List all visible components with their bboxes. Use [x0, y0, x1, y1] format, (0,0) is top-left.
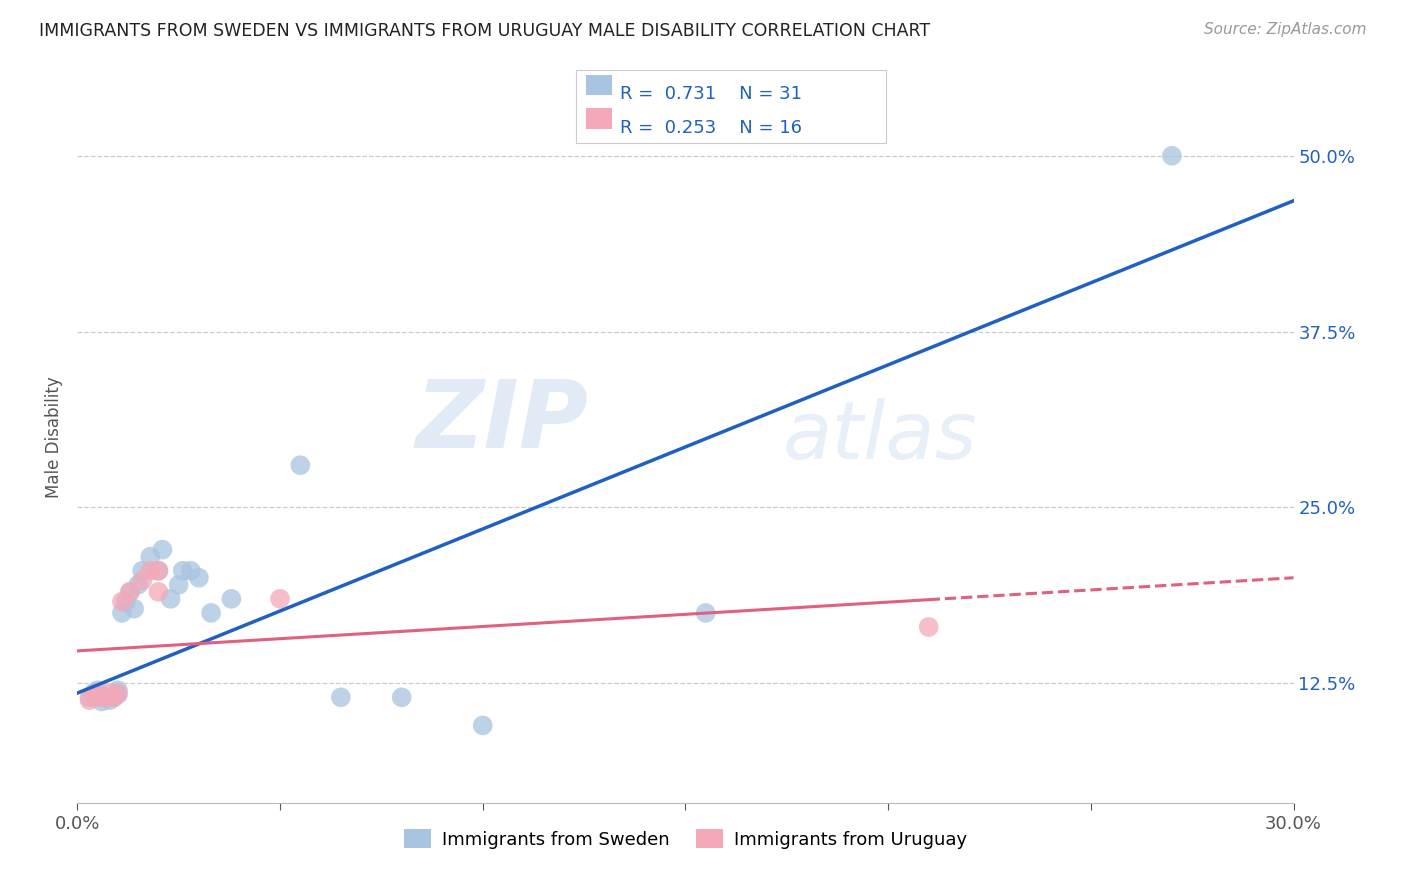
Point: [269, 591, 291, 606]
Text: R =  0.253    N = 16: R = 0.253 N = 16: [620, 119, 801, 136]
Point: [118, 584, 141, 599]
Point: [152, 542, 174, 557]
Point: [329, 690, 352, 705]
Point: [180, 564, 202, 578]
Point: [118, 584, 141, 599]
Point: [131, 564, 153, 578]
Point: [90, 694, 112, 708]
Point: [83, 686, 105, 700]
Point: [86, 683, 108, 698]
Text: Source: ZipAtlas.com: Source: ZipAtlas.com: [1204, 22, 1367, 37]
Point: [148, 564, 170, 578]
Text: ZIP: ZIP: [415, 376, 588, 468]
Point: [115, 595, 138, 609]
Point: [107, 688, 129, 702]
Point: [90, 690, 112, 705]
Y-axis label: Male Disability: Male Disability: [45, 376, 63, 498]
Text: IMMIGRANTS FROM SWEDEN VS IMMIGRANTS FROM URUGUAY MALE DISABILITY CORRELATION CH: IMMIGRANTS FROM SWEDEN VS IMMIGRANTS FRO…: [39, 22, 931, 40]
Point: [172, 564, 194, 578]
Point: [188, 571, 211, 585]
Text: atlas: atlas: [783, 398, 977, 476]
Point: [98, 686, 121, 700]
Point: [148, 564, 170, 578]
Point: [695, 606, 717, 620]
Point: [221, 591, 243, 606]
Text: R =  0.731    N = 31: R = 0.731 N = 31: [620, 85, 801, 103]
Point: [131, 574, 153, 588]
Point: [127, 578, 149, 592]
Point: [391, 690, 413, 705]
Point: [159, 591, 181, 606]
Point: [167, 578, 190, 592]
Point: [94, 690, 117, 705]
Point: [79, 693, 101, 707]
Point: [139, 549, 162, 564]
Point: [86, 686, 108, 700]
Point: [103, 690, 125, 705]
Legend: Immigrants from Sweden, Immigrants from Uruguay: Immigrants from Sweden, Immigrants from …: [396, 822, 974, 856]
Point: [290, 458, 312, 473]
Point: [107, 686, 129, 700]
Point: [94, 690, 117, 705]
Point: [111, 595, 134, 609]
Point: [471, 718, 494, 732]
Point: [111, 606, 134, 620]
Point: [918, 620, 941, 634]
Point: [139, 564, 162, 578]
Point: [98, 693, 121, 707]
Point: [83, 690, 105, 705]
Point: [107, 683, 129, 698]
Point: [200, 606, 222, 620]
Point: [79, 690, 101, 705]
Point: [103, 690, 125, 705]
Point: [148, 584, 170, 599]
Point: [122, 601, 145, 615]
Point: [1161, 149, 1184, 163]
